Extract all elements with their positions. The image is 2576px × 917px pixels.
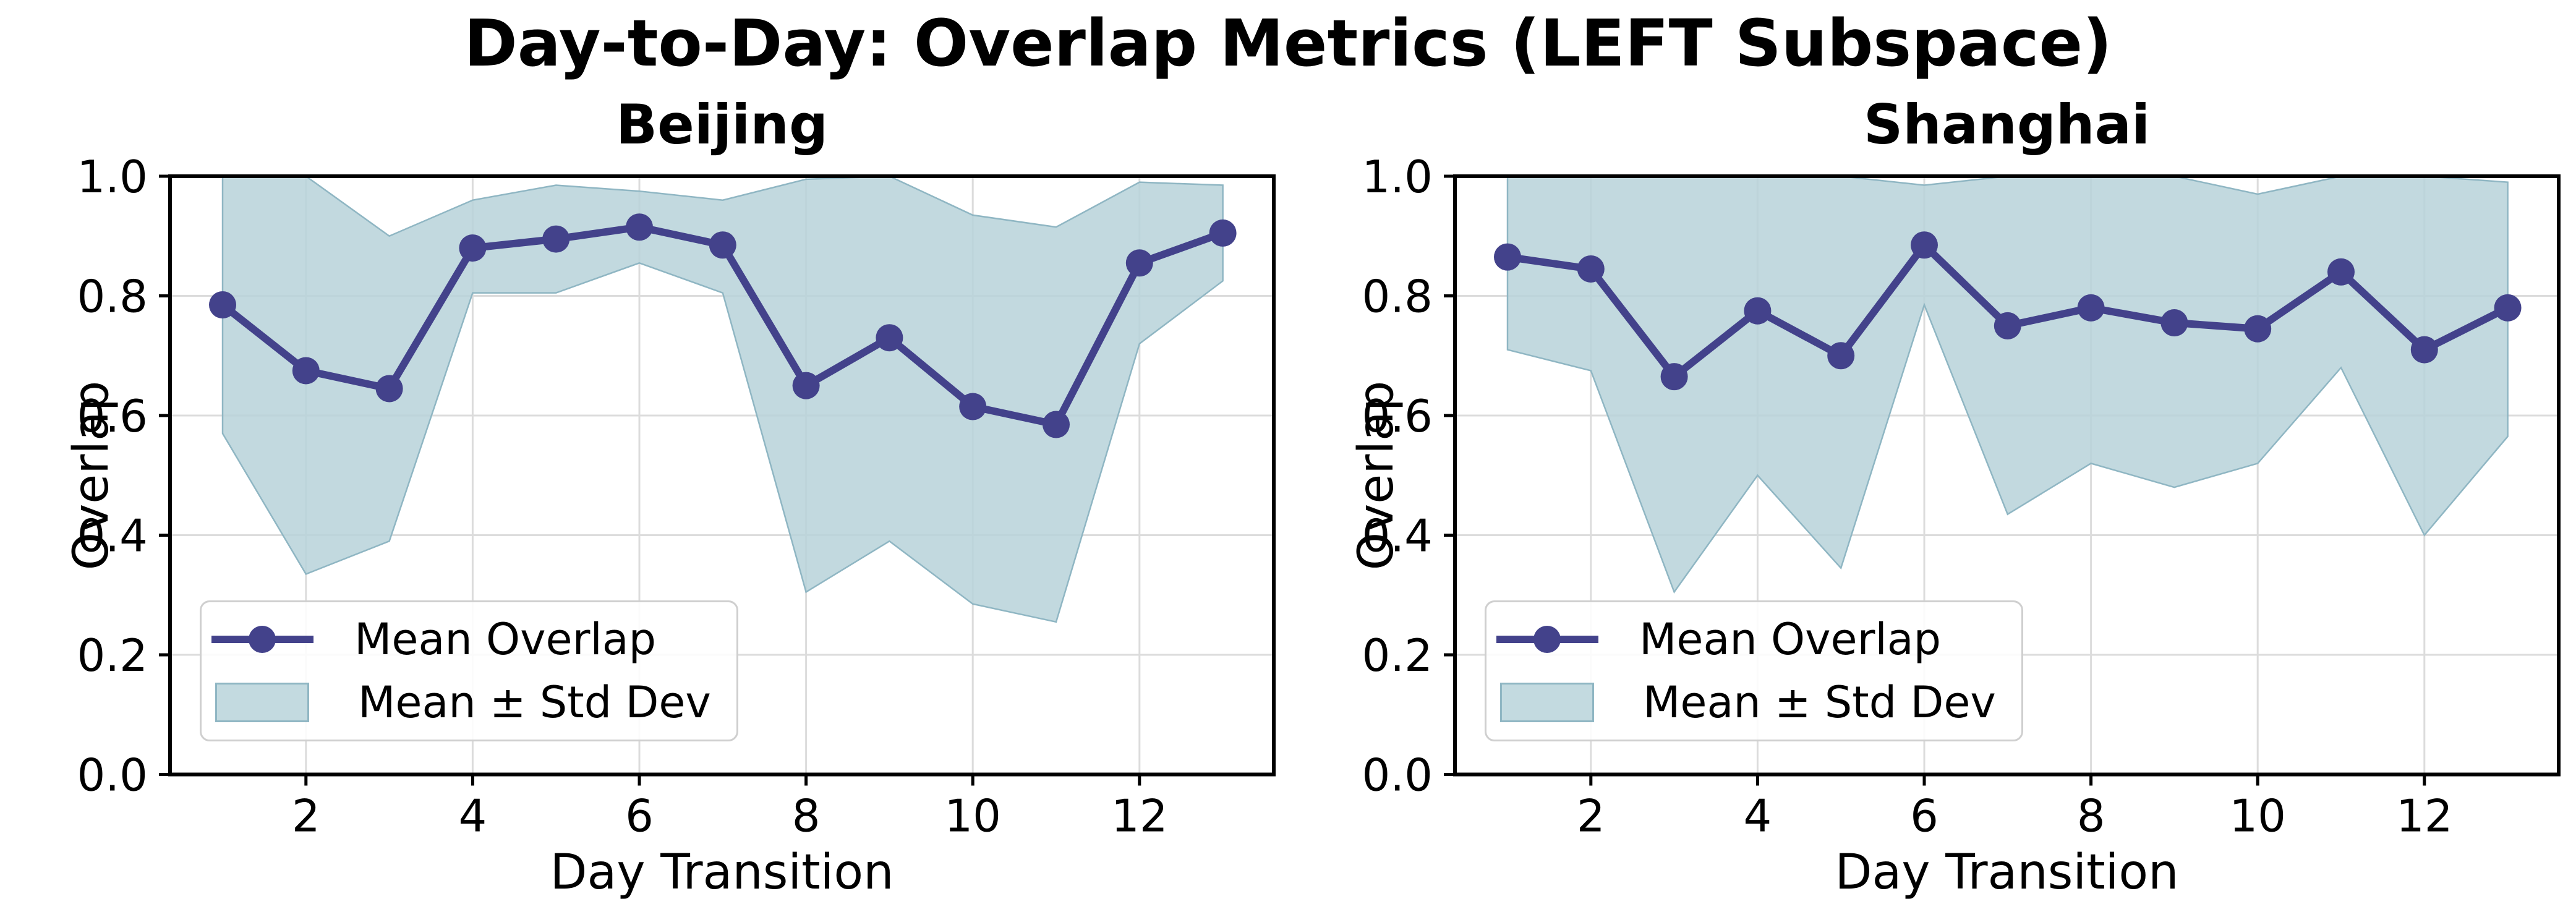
y-tick-label: 0.0 [77, 749, 148, 801]
x-tick-label: 4 [1743, 790, 1772, 842]
data-point-marker [2327, 258, 2355, 286]
y-tick-label: 0.6 [77, 390, 148, 442]
x-tick-label: 6 [1910, 790, 1938, 842]
data-point-marker [1209, 219, 1237, 247]
data-point-marker [1994, 312, 2021, 339]
legend-row-band: Mean ± Std Dev [1496, 677, 2021, 728]
legend-shanghai: Mean Overlap Mean ± Std Dev [1485, 600, 2023, 741]
data-point-marker [1660, 363, 1688, 391]
x-tick-label: 4 [458, 790, 487, 842]
std-dev-band [1506, 176, 2509, 594]
data-point-marker [1494, 243, 1521, 271]
data-point-marker [292, 357, 320, 385]
x-tick-label: 8 [792, 790, 821, 842]
band-swatch-icon [1500, 682, 1594, 722]
beijing-subplot: 0.0 0.2 0.4 0.6 0.8 1.0 2 4 6 8 10 12 [77, 151, 1276, 842]
y-tick-label: 0.2 [1362, 629, 1433, 681]
legend-label-mean: Mean Overlap [354, 614, 657, 665]
y-tick-label: 0.0 [1362, 749, 1433, 801]
x-axis-label-beijing: Day Transition [550, 845, 894, 900]
data-point-marker [1577, 255, 1605, 283]
data-point-marker [1911, 231, 1938, 259]
x-tick-label: 6 [625, 790, 654, 842]
figure-title: Day-to-Day: Overlap Metrics (LEFT Subspa… [464, 6, 2112, 81]
std-dev-band [221, 176, 1224, 623]
data-point-marker [792, 372, 820, 399]
x-tick-label: 2 [1577, 790, 1605, 842]
legend-row-mean: Mean Overlap [211, 614, 736, 665]
data-point-marker [709, 231, 736, 259]
subplot-title-beijing: Beijing [616, 93, 828, 156]
shanghai-subplot: 0.0 0.2 0.4 0.6 0.8 1.0 2 4 6 8 10 12 [1362, 151, 2561, 842]
legend-row-band: Mean ± Std Dev [211, 677, 736, 728]
data-point-marker [876, 324, 903, 352]
mean-line-swatch-icon [1496, 626, 1598, 654]
x-tick-label: 12 [1111, 790, 1168, 842]
legend-beijing: Mean Overlap Mean ± Std Dev [200, 600, 738, 741]
x-tick-label: 10 [2229, 790, 2286, 842]
data-point-marker [542, 225, 570, 253]
y-axis-label-beijing: Overlap [64, 380, 119, 571]
mean-line-swatch-icon [211, 626, 313, 654]
data-point-marker [1043, 411, 1070, 438]
data-point-marker [2077, 294, 2105, 322]
y-tick-label: 0.2 [77, 629, 148, 681]
x-tick-label: 8 [2077, 790, 2105, 842]
data-point-marker [1125, 249, 1153, 277]
x-tick-label: 10 [944, 790, 1001, 842]
band-swatch-icon [215, 682, 309, 722]
y-tick-label: 0.8 [1362, 271, 1433, 323]
data-point-marker [2494, 294, 2522, 322]
y-axis-label-shanghai: Overlap [1349, 380, 1404, 571]
legend-row-mean: Mean Overlap [1496, 614, 2021, 665]
data-point-marker [459, 234, 487, 262]
legend-label-mean: Mean Overlap [1639, 614, 1942, 665]
y-tick-label: 0.6 [1362, 390, 1433, 442]
legend-label-band: Mean ± Std Dev [1643, 676, 1996, 728]
x-tick-label: 2 [292, 790, 320, 842]
data-point-marker [1827, 342, 1855, 370]
data-point-marker [1744, 297, 1772, 325]
y-tick-label: 1.0 [1362, 151, 1433, 203]
y-tick-label: 0.4 [77, 510, 148, 562]
subplot-title-shanghai: Shanghai [1863, 93, 2151, 156]
x-tick-label: 12 [2396, 790, 2453, 842]
y-tick-label: 0.8 [77, 271, 148, 323]
y-tick-label: 0.4 [1362, 510, 1433, 562]
data-point-marker [2160, 309, 2188, 337]
axes-frame [168, 174, 1276, 777]
legend-label-band: Mean ± Std Dev [358, 676, 711, 728]
data-point-marker [959, 393, 987, 420]
data-point-marker [375, 375, 403, 403]
data-point-marker [2244, 315, 2272, 343]
x-axis-label-shanghai: Day Transition [1835, 845, 2179, 900]
data-point-marker [2410, 336, 2438, 364]
y-tick-label: 1.0 [77, 151, 148, 203]
data-point-marker [209, 291, 236, 319]
data-point-marker [626, 213, 653, 241]
axes-frame [1453, 174, 2561, 777]
